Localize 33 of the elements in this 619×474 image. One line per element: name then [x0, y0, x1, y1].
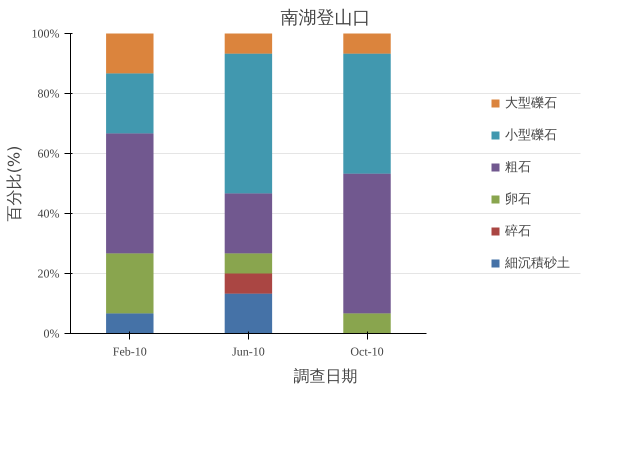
bar	[106, 73, 154, 134]
bar	[224, 274, 272, 294]
bar	[343, 174, 391, 314]
legend-label: 大型礫石	[505, 95, 557, 112]
x-tick-label: Oct-10	[350, 344, 384, 358]
y-tick-label: 60%	[38, 146, 60, 160]
bar	[343, 54, 391, 174]
bar	[343, 34, 391, 54]
bar	[343, 313, 391, 334]
legend-label: 細沉積砂土	[505, 255, 570, 272]
bar	[106, 313, 154, 334]
bar	[106, 34, 154, 74]
legend-label: 小型礫石	[505, 127, 557, 144]
legend-label: 卵石	[505, 191, 531, 208]
bar	[224, 34, 272, 54]
y-tick-label: 100%	[32, 26, 60, 40]
legend-label: 碎石	[505, 223, 531, 240]
y-axis-title: 百分比(%)	[4, 146, 24, 222]
bar	[106, 133, 154, 254]
y-tick-label: 40%	[38, 206, 60, 220]
legend-label: 粗石	[505, 159, 531, 176]
y-tick-label: 0%	[44, 326, 60, 340]
bar	[224, 193, 272, 254]
bar	[224, 294, 272, 334]
bar	[224, 253, 272, 274]
x-axis-title: 調查日期	[294, 366, 358, 386]
y-tick-label: 20%	[38, 266, 60, 280]
y-tick-label: 80%	[38, 86, 60, 100]
chart-title: 南湖登山口	[280, 8, 370, 28]
x-tick-label: Jun-10	[232, 344, 265, 358]
bar	[224, 54, 272, 194]
bar	[106, 253, 154, 314]
x-tick-label: Feb-10	[112, 344, 147, 358]
